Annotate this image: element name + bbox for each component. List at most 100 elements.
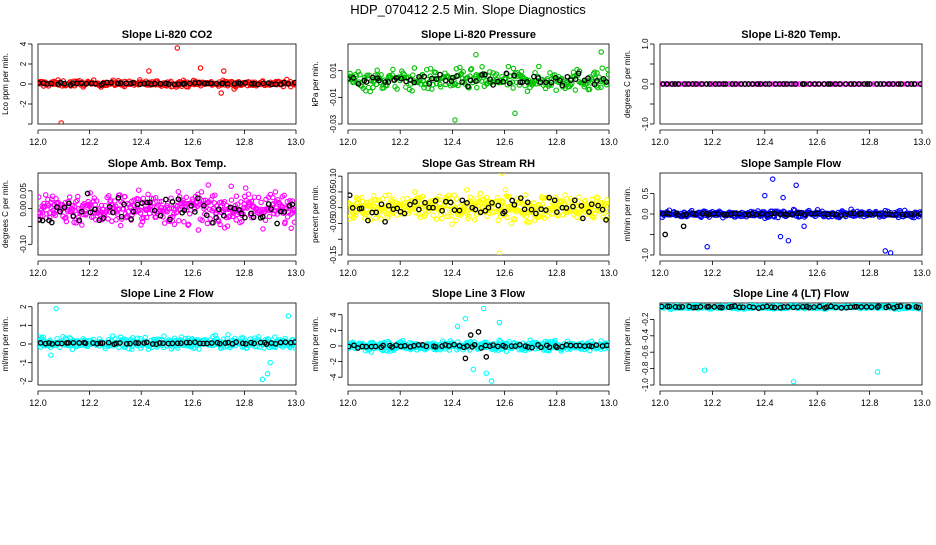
mean-point	[487, 76, 493, 83]
mean-point	[858, 304, 865, 310]
mean-point	[78, 208, 85, 215]
data-point	[140, 214, 147, 221]
y-tick-label: 0.5	[641, 187, 650, 199]
data-point	[523, 213, 529, 220]
data-point	[506, 339, 512, 345]
data-point	[445, 192, 452, 199]
x-tick-label: 12.6	[808, 137, 826, 147]
data-point	[449, 221, 455, 227]
outlier-point	[462, 315, 469, 322]
data-point	[582, 197, 589, 204]
mean-point	[432, 198, 439, 204]
data-point	[490, 209, 496, 216]
data-point	[453, 196, 460, 202]
data-point	[437, 81, 443, 88]
mean-point	[494, 78, 501, 85]
mean-point	[220, 212, 227, 219]
plot-frame	[659, 302, 923, 386]
x-tick-label: 12.2	[704, 137, 722, 147]
mean-point	[70, 213, 77, 219]
mean-point	[115, 194, 122, 201]
data-point	[272, 344, 279, 351]
x-tick-label: 12.4	[132, 398, 150, 408]
outlier-point	[496, 319, 503, 326]
outlier-point	[53, 305, 59, 312]
x-tick-label: 13.0	[287, 137, 305, 147]
data-point	[66, 194, 73, 200]
mean-point	[482, 207, 489, 214]
data-point	[145, 191, 151, 198]
mean-point	[546, 194, 553, 201]
mean-point	[768, 304, 775, 310]
data-point	[281, 192, 287, 199]
mean-point	[728, 211, 735, 217]
outlier-point	[680, 223, 687, 230]
mean-point	[398, 75, 405, 82]
data-point	[553, 87, 559, 93]
mean-point	[272, 81, 279, 88]
mean-point	[259, 213, 266, 220]
mean-point	[858, 210, 864, 217]
mean-point	[711, 304, 718, 310]
data-point	[390, 66, 396, 73]
outlier-point	[473, 51, 479, 58]
mean-point	[485, 204, 492, 211]
outlier-point	[475, 329, 482, 335]
mean-point	[433, 76, 440, 82]
mean-point	[272, 340, 279, 347]
mean-point	[715, 211, 721, 217]
data-point	[38, 194, 42, 200]
panel-title: Slope Line 2 Flow	[121, 288, 214, 300]
data-point	[239, 218, 245, 225]
mean-point	[473, 78, 479, 84]
data-point	[367, 88, 373, 95]
y-tick-label: -1.0	[641, 378, 650, 392]
mean-point	[48, 80, 55, 87]
mean-point	[472, 206, 479, 213]
data-point	[390, 196, 397, 202]
y-axis-label: kPa per min.	[311, 62, 320, 107]
data-point	[217, 221, 223, 228]
outlier-point	[605, 123, 607, 124]
x-tick-label: 12.2	[704, 398, 722, 408]
data-point	[572, 87, 579, 93]
mean-point	[128, 216, 134, 222]
outlier-point	[488, 378, 495, 384]
data-point	[448, 213, 454, 219]
mean-point	[660, 81, 666, 87]
mean-point	[210, 219, 216, 226]
mean-point	[842, 211, 848, 218]
data-point	[576, 78, 582, 85]
mean-point	[567, 342, 574, 349]
data-point	[475, 202, 482, 209]
outlier-point	[264, 371, 271, 377]
data-point	[129, 346, 135, 352]
y-tick-label: 0.00	[19, 200, 28, 216]
mean-point	[289, 201, 296, 208]
mean-point	[675, 81, 682, 87]
data-point	[436, 193, 442, 200]
mean-point	[393, 75, 399, 81]
mean-point	[911, 81, 918, 87]
data-point	[419, 193, 426, 200]
data-point	[541, 215, 548, 222]
mean-point	[181, 207, 188, 214]
data-point	[117, 222, 124, 229]
data-point	[291, 219, 296, 225]
mean-point	[490, 82, 496, 88]
outlier-point	[483, 354, 490, 360]
mean-point	[105, 339, 112, 346]
data-point	[75, 193, 81, 200]
data-point	[242, 185, 249, 191]
data-point	[466, 213, 472, 220]
x-tick-label: 12.4	[132, 268, 150, 278]
mean-point	[683, 211, 690, 218]
mean-point	[722, 81, 729, 87]
mean-point	[248, 80, 255, 87]
data-point	[605, 66, 609, 73]
mean-point	[546, 344, 553, 351]
y-tick-label: 4	[329, 312, 338, 317]
x-tick-label: 12.8	[861, 268, 879, 278]
mean-point	[378, 201, 385, 208]
data-point	[112, 198, 118, 204]
